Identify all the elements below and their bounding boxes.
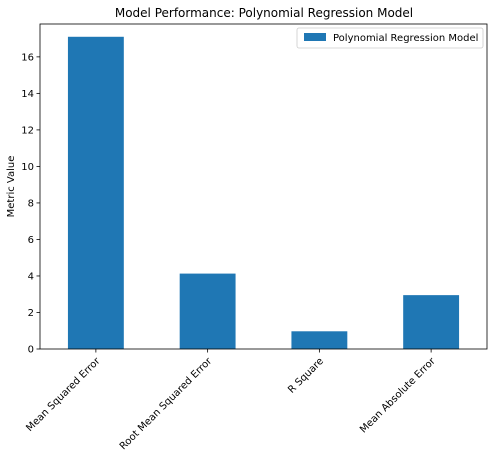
bar-mean-squared-error bbox=[68, 37, 124, 349]
legend-label: Polynomial Regression Model bbox=[333, 33, 478, 44]
y-tick-label: 16 bbox=[21, 52, 34, 63]
legend-swatch bbox=[304, 33, 326, 41]
y-tick-label: 4 bbox=[28, 271, 34, 282]
y-axis-label: Metric Value bbox=[6, 156, 17, 218]
y-tick-label: 8 bbox=[28, 198, 34, 209]
bar-mean-absolute-error bbox=[403, 295, 459, 349]
bar-r-square bbox=[291, 331, 347, 349]
y-tick-label: 6 bbox=[28, 235, 34, 246]
y-tick-label: 14 bbox=[21, 89, 34, 100]
chart-title: Model Performance: Polynomial Regression… bbox=[115, 6, 413, 20]
y-tick-label: 10 bbox=[21, 162, 34, 173]
y-tick-label: 0 bbox=[28, 345, 34, 356]
y-tick-label: 2 bbox=[28, 308, 34, 319]
bar-root-mean-squared-error bbox=[180, 274, 236, 349]
legend: Polynomial Regression Model bbox=[297, 28, 483, 48]
y-tick-label: 12 bbox=[21, 125, 34, 136]
